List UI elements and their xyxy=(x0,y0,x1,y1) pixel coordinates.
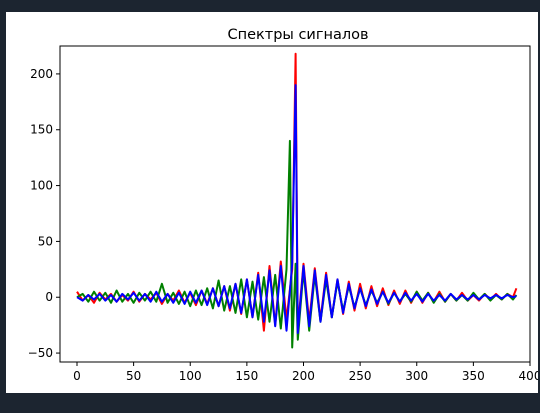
x-tick-label: 50 xyxy=(126,369,141,383)
x-tick: 200 xyxy=(292,362,315,383)
y-tick: 100 xyxy=(30,179,60,193)
x-tick-label: 400 xyxy=(519,369,538,383)
y-tick-label: 100 xyxy=(30,179,53,193)
x-tick: 350 xyxy=(462,362,485,383)
spectrum-chart: Спектры сигналов 0 50 100 150 200 250 300 350 40… xyxy=(28,27,538,383)
x-tick: 250 xyxy=(349,362,372,383)
y-tick-label: 50 xyxy=(38,234,53,248)
x-tick: 400 xyxy=(519,362,538,383)
y-axis-ticks: −50 0 50 100 150 200 xyxy=(28,67,60,360)
x-tick-label: 100 xyxy=(179,369,202,383)
x-tick-label: 250 xyxy=(349,369,372,383)
y-tick-label: 0 xyxy=(45,290,53,304)
y-tick: −50 xyxy=(28,346,60,360)
x-tick-label: 150 xyxy=(235,369,258,383)
y-tick-label: −50 xyxy=(28,346,53,360)
y-tick-label: 200 xyxy=(30,67,53,81)
x-tick-label: 300 xyxy=(405,369,428,383)
y-tick-label: 150 xyxy=(30,123,53,137)
chart-title: Спектры сигналов xyxy=(227,27,368,43)
x-tick-label: 200 xyxy=(292,369,315,383)
plot-area xyxy=(76,52,518,349)
x-tick: 50 xyxy=(126,362,141,383)
series-line-3 xyxy=(76,84,517,334)
x-tick: 0 xyxy=(73,362,81,383)
y-tick: 200 xyxy=(30,67,60,81)
y-tick: 0 xyxy=(45,290,60,304)
x-tick-label: 350 xyxy=(462,369,485,383)
y-tick: 50 xyxy=(38,234,60,248)
axes-frame xyxy=(59,45,531,363)
x-tick-label: 0 xyxy=(73,369,81,383)
x-tick: 100 xyxy=(179,362,202,383)
x-tick: 300 xyxy=(405,362,428,383)
x-axis-ticks: 0 50 100 150 200 250 300 350 400 xyxy=(73,362,538,383)
y-tick: 150 xyxy=(30,123,60,137)
figure-canvas: Спектры сигналов 0 50 100 150 200 250 300 350 40… xyxy=(6,12,538,393)
x-tick: 150 xyxy=(235,362,258,383)
